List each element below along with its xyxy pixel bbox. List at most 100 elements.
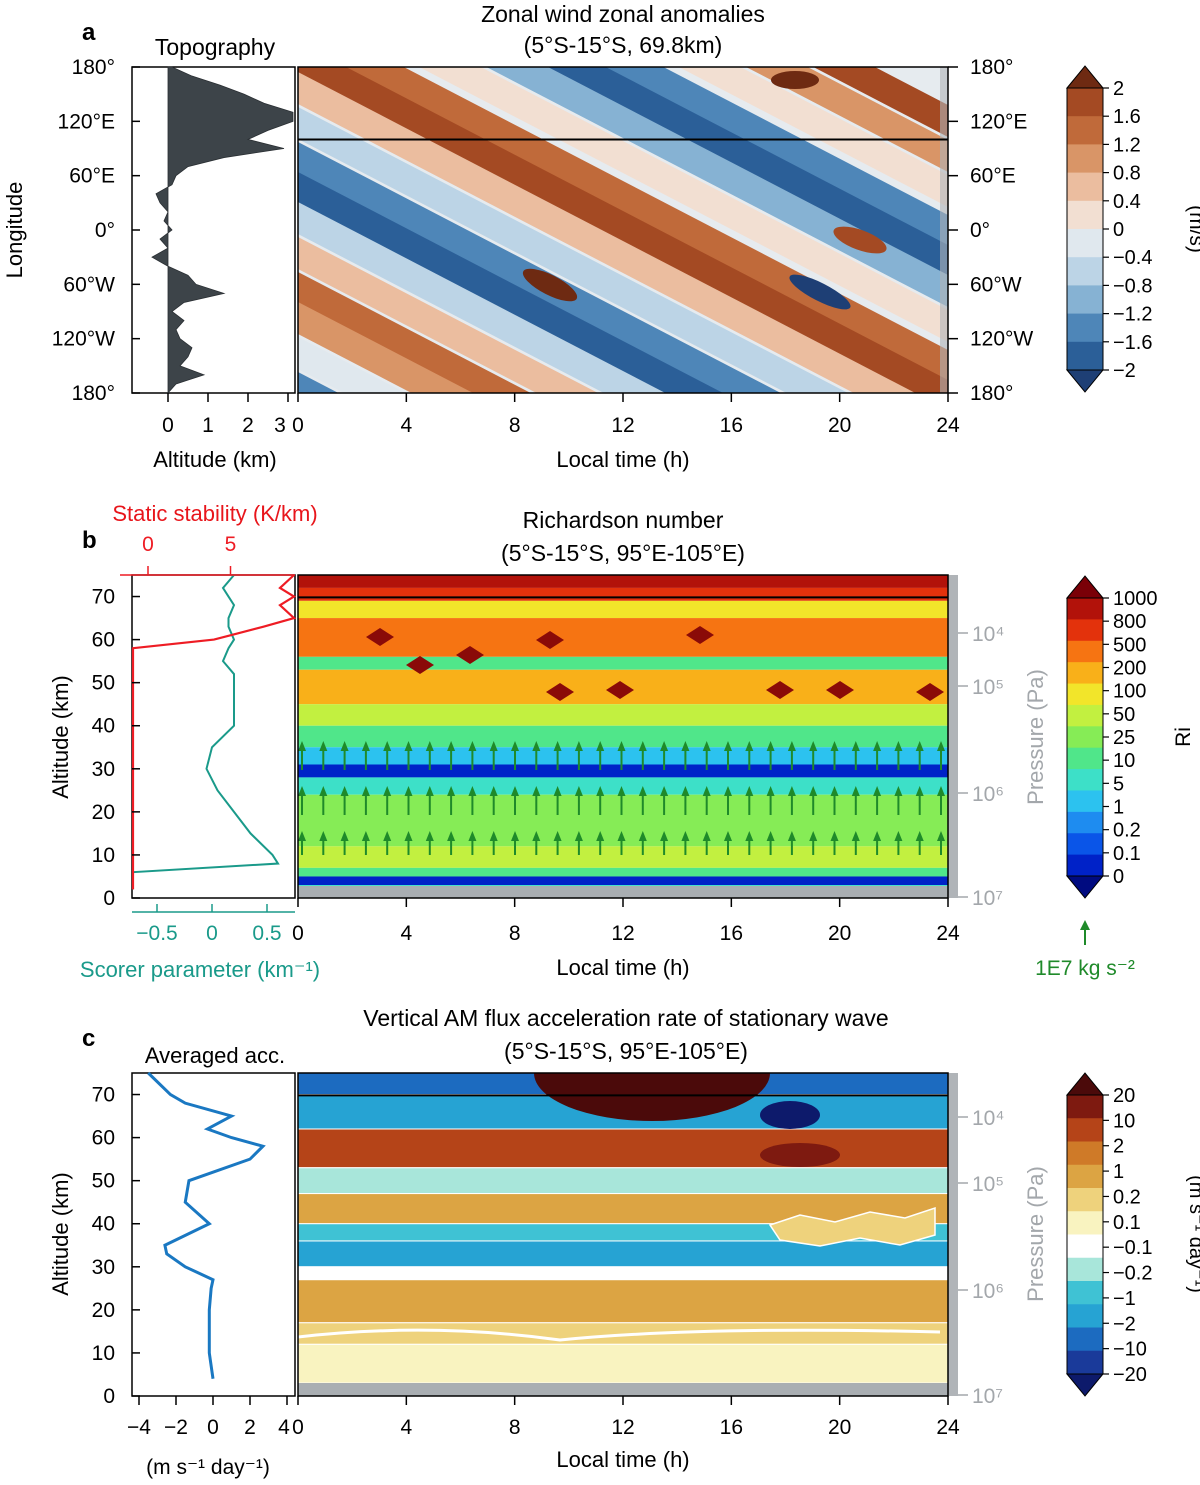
flux-arrowhead (787, 831, 796, 841)
flux-arrowhead (511, 741, 519, 751)
flux-arrowhead (596, 831, 605, 841)
averaged-acc-title: Averaged acc. (145, 1043, 285, 1068)
c-colorbar-swatch (1067, 1164, 1103, 1189)
flux-arrowhead (553, 786, 562, 796)
flux-arrowhead (404, 831, 413, 841)
flux-arrowhead (447, 831, 456, 841)
panel-c-xtick-label: 12 (611, 1416, 634, 1439)
b-colorbar-swatch (1067, 833, 1103, 856)
b-colorbar-tick-label: 800 (1113, 611, 1146, 633)
acc-min-region (760, 1101, 820, 1129)
vector-reference: 1E7 kg s⁻² (1035, 920, 1135, 980)
panel-c-ytick-label: 0 (103, 1385, 115, 1408)
flux-arrowhead (660, 831, 669, 841)
a-colorbar-swatch (1067, 257, 1103, 286)
c-colorbar-tick-label: −2 (1113, 1313, 1136, 1335)
panel-b-xlabel: Local time (h) (556, 955, 689, 980)
richardson-patch (456, 646, 484, 664)
panel-c-ytick-label: 40 (92, 1213, 115, 1236)
topography-xtick-label: 1 (202, 414, 214, 437)
panel-c-pressure-label: 10⁵ (972, 1173, 1004, 1196)
colorbar-c-label: (m s⁻¹ day⁻¹) (1185, 1175, 1200, 1293)
panel-b-pressure-label: 10⁷ (972, 887, 1003, 910)
topography-panel (131, 66, 296, 395)
flux-arrowhead (617, 741, 626, 751)
a-colorbar-tick-label: 0.4 (1113, 191, 1141, 213)
acceleration-band (298, 1343, 948, 1384)
acceleration-band (298, 1167, 948, 1195)
b-colorbar-swatch (1067, 790, 1103, 813)
b-colorbar-swatch (1067, 854, 1103, 877)
c-colorbar-swatch (1067, 1257, 1103, 1282)
wind-anomaly-band (678, 67, 948, 207)
panel-b-ytick-label: 60 (92, 629, 115, 652)
flux-arrowhead (851, 786, 860, 796)
panel-a-xtick-label: 24 (936, 414, 960, 437)
flux-arrowhead (894, 786, 903, 796)
acceleration-band (298, 1240, 948, 1268)
b-colorbar-swatch (1067, 598, 1103, 620)
panel-a-right-ytick-label: 120°E (970, 110, 1027, 133)
panel-c-title: Vertical AM flux acceleration rate of st… (363, 1005, 888, 1031)
flux-arrowhead (361, 741, 370, 751)
flux-arrowhead (809, 741, 818, 751)
c-colorbar-tick-label: −0.1 (1113, 1237, 1152, 1259)
averaged-acc-xtick-label: 0 (207, 1416, 219, 1439)
topography-xlabel: Altitude (km) (153, 447, 276, 472)
panel-c-xlabel: Local time (h) (556, 1447, 689, 1472)
a-colorbar-tick-label: −0.4 (1113, 247, 1152, 269)
richardson-patch (366, 628, 394, 646)
panel-b-xtick-label: 16 (720, 922, 743, 945)
panel-a-subtitle: (5°S-15°S, 69.8km) (524, 32, 723, 58)
flux-arrowhead (851, 741, 860, 751)
panel-a-ytick-label: 180° (72, 382, 115, 405)
panel-b-subtitle: (5°S-15°S, 95°E-105°E) (501, 540, 745, 566)
panel-b-ytick-label: 10 (92, 844, 115, 867)
averaged-acc-line (147, 1071, 266, 1379)
flux-arrowhead (851, 831, 860, 841)
flux-arrowhead (638, 831, 647, 841)
flux-arrowhead (511, 786, 519, 796)
panel-b-letter: b (82, 527, 97, 554)
panel-c-pressure-label: 10⁴ (972, 1107, 1004, 1130)
flux-arrowhead (724, 786, 732, 796)
b-colorbar-tick-label: 50 (1113, 704, 1135, 726)
panel-a-ylabel: Longitude (2, 182, 27, 279)
static-stability-tick-label: 5 (225, 533, 237, 556)
vector-reference-label: 1E7 kg s⁻² (1035, 957, 1135, 980)
panel-b-right-edge (948, 575, 958, 898)
b-colorbar-tick-label: 25 (1113, 727, 1135, 749)
panel-a-ytick-label: 60°W (63, 273, 115, 296)
flux-arrowhead (340, 831, 349, 841)
c-colorbar-tick-label: 2 (1113, 1136, 1124, 1158)
flux-arrowhead (383, 786, 392, 796)
c-colorbar-tick-label: −10 (1113, 1339, 1147, 1361)
b-colorbar-tick-label: 100 (1113, 681, 1146, 703)
c-colorbar-swatch (1067, 1141, 1103, 1166)
wind-max-core (833, 226, 887, 254)
vector-reference-arrowhead (1080, 920, 1090, 930)
c-colorbar-swatch (1067, 1095, 1103, 1119)
flux-arrowhead (383, 741, 392, 751)
flux-arrowhead (681, 831, 690, 841)
flux-arrowhead (702, 831, 711, 841)
panel-a-letter: a (82, 19, 96, 46)
flux-arrowhead (553, 741, 562, 751)
wind-anomaly-band (298, 202, 666, 393)
panel-c-letter: c (82, 1025, 95, 1052)
flux-arrowhead (489, 741, 498, 751)
b-colorbar-swatch (1067, 704, 1103, 727)
flux-arrowhead (425, 831, 434, 841)
flux-arrowhead (468, 831, 477, 841)
colorbar-a-label: (m/s) (1185, 205, 1200, 253)
scorer-parameter-line (132, 574, 280, 890)
b-colorbar-swatch (1067, 769, 1103, 791)
b-colorbar-swatch (1067, 640, 1103, 663)
scorer-parameter-label: Scorer parameter (km⁻¹) (80, 957, 320, 982)
panel-a-ytick-label: 0° (95, 219, 115, 242)
a-colorbar-swatch (1067, 313, 1103, 343)
flux-arrowhead (532, 831, 541, 841)
c-colorbar-swatch (1067, 1350, 1103, 1375)
wind-anomaly-band (419, 67, 948, 342)
averaged-acc-frame (131, 1072, 296, 1397)
